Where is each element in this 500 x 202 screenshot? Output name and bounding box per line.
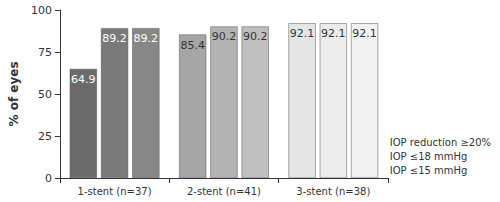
svg-text:IOP reduction ≥20%: IOP reduction ≥20% [390, 137, 491, 148]
svg-text:64.9: 64.9 [71, 73, 96, 86]
svg-text:50: 50 [38, 88, 52, 101]
svg-text:90.2: 90.2 [243, 30, 268, 43]
svg-text:90.2: 90.2 [212, 30, 237, 43]
svg-text:IOP ≤15 mmHg: IOP ≤15 mmHg [390, 165, 468, 176]
svg-text:92.1: 92.1 [321, 27, 346, 40]
svg-text:75: 75 [38, 46, 52, 59]
svg-text:89.2: 89.2 [102, 32, 127, 45]
svg-text:IOP ≤18 mmHg: IOP ≤18 mmHg [390, 151, 468, 162]
svg-text:0: 0 [45, 172, 52, 185]
svg-text:1-stent (n=37): 1-stent (n=37) [78, 186, 152, 197]
svg-text:92.1: 92.1 [352, 27, 377, 40]
svg-text:25: 25 [38, 130, 52, 143]
svg-text:% of eyes: % of eyes [7, 61, 21, 126]
svg-text:89.2: 89.2 [134, 32, 159, 45]
svg-text:2-stent (n=41): 2-stent (n=41) [187, 186, 261, 197]
svg-text:3-stent (n=38): 3-stent (n=38) [296, 186, 370, 197]
svg-text:100: 100 [31, 4, 52, 17]
svg-text:92.1: 92.1 [290, 27, 315, 40]
svg-text:85.4: 85.4 [180, 39, 205, 52]
